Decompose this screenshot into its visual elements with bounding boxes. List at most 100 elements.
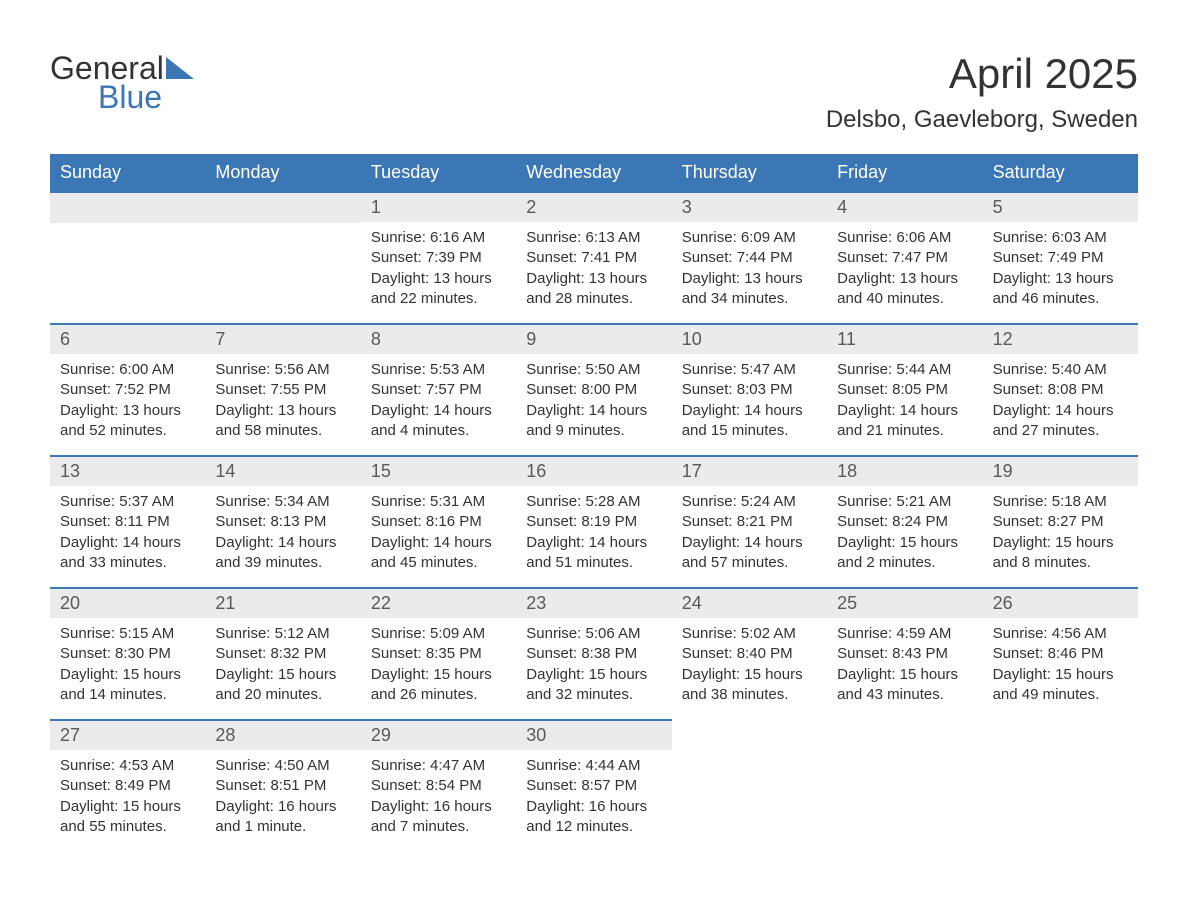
weekday-header-cell: Saturday	[983, 154, 1138, 191]
daylight-line: Daylight: 15 hours and 49 minutes.	[993, 665, 1128, 706]
sunset-line: Sunset: 8:46 PM	[993, 644, 1128, 664]
day-number: 14	[205, 457, 360, 486]
sunset-line: Sunset: 8:21 PM	[682, 512, 817, 532]
day-cell: 25Sunrise: 4:59 AMSunset: 8:43 PMDayligh…	[827, 587, 982, 719]
day-number: 8	[361, 325, 516, 354]
day-number: 24	[672, 589, 827, 618]
logo: General Blue	[50, 50, 194, 116]
day-number: 29	[361, 721, 516, 750]
daylight-line: Daylight: 14 hours and 39 minutes.	[215, 533, 350, 574]
sunset-line: Sunset: 8:32 PM	[215, 644, 350, 664]
day-cell: 28Sunrise: 4:50 AMSunset: 8:51 PMDayligh…	[205, 719, 360, 851]
empty-day-cell	[205, 191, 360, 323]
sunset-line: Sunset: 8:05 PM	[837, 380, 972, 400]
sunset-line: Sunset: 7:39 PM	[371, 248, 506, 268]
daylight-line: Daylight: 15 hours and 8 minutes.	[993, 533, 1128, 574]
sunrise-line: Sunrise: 5:09 AM	[371, 624, 506, 644]
daylight-line: Daylight: 15 hours and 26 minutes.	[371, 665, 506, 706]
day-cell: 10Sunrise: 5:47 AMSunset: 8:03 PMDayligh…	[672, 323, 827, 455]
day-content: Sunrise: 5:44 AMSunset: 8:05 PMDaylight:…	[827, 354, 982, 455]
day-cell: 17Sunrise: 5:24 AMSunset: 8:21 PMDayligh…	[672, 455, 827, 587]
sunset-line: Sunset: 8:13 PM	[215, 512, 350, 532]
sunset-line: Sunset: 8:19 PM	[526, 512, 661, 532]
day-cell: 20Sunrise: 5:15 AMSunset: 8:30 PMDayligh…	[50, 587, 205, 719]
day-content: Sunrise: 6:16 AMSunset: 7:39 PMDaylight:…	[361, 222, 516, 323]
sunrise-line: Sunrise: 5:28 AM	[526, 492, 661, 512]
daylight-line: Daylight: 15 hours and 2 minutes.	[837, 533, 972, 574]
daylight-line: Daylight: 13 hours and 22 minutes.	[371, 269, 506, 310]
day-number: 2	[516, 193, 671, 222]
sunset-line: Sunset: 8:00 PM	[526, 380, 661, 400]
sunset-line: Sunset: 8:57 PM	[526, 776, 661, 796]
day-content: Sunrise: 5:34 AMSunset: 8:13 PMDaylight:…	[205, 486, 360, 587]
daylight-line: Daylight: 14 hours and 27 minutes.	[993, 401, 1128, 442]
day-cell: 21Sunrise: 5:12 AMSunset: 8:32 PMDayligh…	[205, 587, 360, 719]
daylight-line: Daylight: 13 hours and 46 minutes.	[993, 269, 1128, 310]
day-content: Sunrise: 4:47 AMSunset: 8:54 PMDaylight:…	[361, 750, 516, 851]
sunset-line: Sunset: 8:24 PM	[837, 512, 972, 532]
calendar-body: 1Sunrise: 6:16 AMSunset: 7:39 PMDaylight…	[50, 191, 1138, 851]
daylight-line: Daylight: 14 hours and 15 minutes.	[682, 401, 817, 442]
day-content: Sunrise: 5:12 AMSunset: 8:32 PMDaylight:…	[205, 618, 360, 719]
calendar: SundayMondayTuesdayWednesdayThursdayFrid…	[50, 154, 1138, 851]
sunrise-line: Sunrise: 5:40 AM	[993, 360, 1128, 380]
day-cell: 9Sunrise: 5:50 AMSunset: 8:00 PMDaylight…	[516, 323, 671, 455]
day-cell: 7Sunrise: 5:56 AMSunset: 7:55 PMDaylight…	[205, 323, 360, 455]
sunrise-line: Sunrise: 4:44 AM	[526, 756, 661, 776]
day-number: 9	[516, 325, 671, 354]
weekday-header-cell: Monday	[205, 154, 360, 191]
day-content: Sunrise: 5:40 AMSunset: 8:08 PMDaylight:…	[983, 354, 1138, 455]
daylight-line: Daylight: 14 hours and 33 minutes.	[60, 533, 195, 574]
sunset-line: Sunset: 8:49 PM	[60, 776, 195, 796]
day-number: 19	[983, 457, 1138, 486]
day-cell: 13Sunrise: 5:37 AMSunset: 8:11 PMDayligh…	[50, 455, 205, 587]
sunrise-line: Sunrise: 5:50 AM	[526, 360, 661, 380]
day-cell: 16Sunrise: 5:28 AMSunset: 8:19 PMDayligh…	[516, 455, 671, 587]
day-number: 4	[827, 193, 982, 222]
sunrise-line: Sunrise: 4:50 AM	[215, 756, 350, 776]
sunrise-line: Sunrise: 5:31 AM	[371, 492, 506, 512]
daylight-line: Daylight: 15 hours and 14 minutes.	[60, 665, 195, 706]
sunrise-line: Sunrise: 5:18 AM	[993, 492, 1128, 512]
day-cell: 18Sunrise: 5:21 AMSunset: 8:24 PMDayligh…	[827, 455, 982, 587]
day-number: 7	[205, 325, 360, 354]
day-cell: 12Sunrise: 5:40 AMSunset: 8:08 PMDayligh…	[983, 323, 1138, 455]
day-content: Sunrise: 6:06 AMSunset: 7:47 PMDaylight:…	[827, 222, 982, 323]
day-cell: 3Sunrise: 6:09 AMSunset: 7:44 PMDaylight…	[672, 191, 827, 323]
sunrise-line: Sunrise: 5:15 AM	[60, 624, 195, 644]
day-content: Sunrise: 6:13 AMSunset: 7:41 PMDaylight:…	[516, 222, 671, 323]
day-cell: 22Sunrise: 5:09 AMSunset: 8:35 PMDayligh…	[361, 587, 516, 719]
sunset-line: Sunset: 8:11 PM	[60, 512, 195, 532]
sunset-line: Sunset: 7:49 PM	[993, 248, 1128, 268]
sunset-line: Sunset: 8:27 PM	[993, 512, 1128, 532]
day-number: 17	[672, 457, 827, 486]
sunrise-line: Sunrise: 6:00 AM	[60, 360, 195, 380]
sunrise-line: Sunrise: 5:44 AM	[837, 360, 972, 380]
day-cell: 27Sunrise: 4:53 AMSunset: 8:49 PMDayligh…	[50, 719, 205, 851]
sunrise-line: Sunrise: 4:59 AM	[837, 624, 972, 644]
sunset-line: Sunset: 8:30 PM	[60, 644, 195, 664]
sunrise-line: Sunrise: 5:12 AM	[215, 624, 350, 644]
day-content: Sunrise: 5:09 AMSunset: 8:35 PMDaylight:…	[361, 618, 516, 719]
weekday-header-row: SundayMondayTuesdayWednesdayThursdayFrid…	[50, 154, 1138, 191]
day-cell: 29Sunrise: 4:47 AMSunset: 8:54 PMDayligh…	[361, 719, 516, 851]
daylight-line: Daylight: 15 hours and 38 minutes.	[682, 665, 817, 706]
sunrise-line: Sunrise: 6:06 AM	[837, 228, 972, 248]
daylight-line: Daylight: 14 hours and 4 minutes.	[371, 401, 506, 442]
sunrise-line: Sunrise: 4:47 AM	[371, 756, 506, 776]
sunrise-line: Sunrise: 6:03 AM	[993, 228, 1128, 248]
sunset-line: Sunset: 7:57 PM	[371, 380, 506, 400]
day-cell: 23Sunrise: 5:06 AMSunset: 8:38 PMDayligh…	[516, 587, 671, 719]
sunrise-line: Sunrise: 5:24 AM	[682, 492, 817, 512]
daylight-line: Daylight: 14 hours and 21 minutes.	[837, 401, 972, 442]
day-number: 27	[50, 721, 205, 750]
month-title: April 2025	[826, 50, 1138, 98]
day-number: 25	[827, 589, 982, 618]
daylight-line: Daylight: 15 hours and 43 minutes.	[837, 665, 972, 706]
daylight-line: Daylight: 13 hours and 34 minutes.	[682, 269, 817, 310]
day-number: 22	[361, 589, 516, 618]
daylight-line: Daylight: 15 hours and 55 minutes.	[60, 797, 195, 838]
daylight-line: Daylight: 14 hours and 45 minutes.	[371, 533, 506, 574]
sunrise-line: Sunrise: 6:13 AM	[526, 228, 661, 248]
weekday-header-cell: Sunday	[50, 154, 205, 191]
